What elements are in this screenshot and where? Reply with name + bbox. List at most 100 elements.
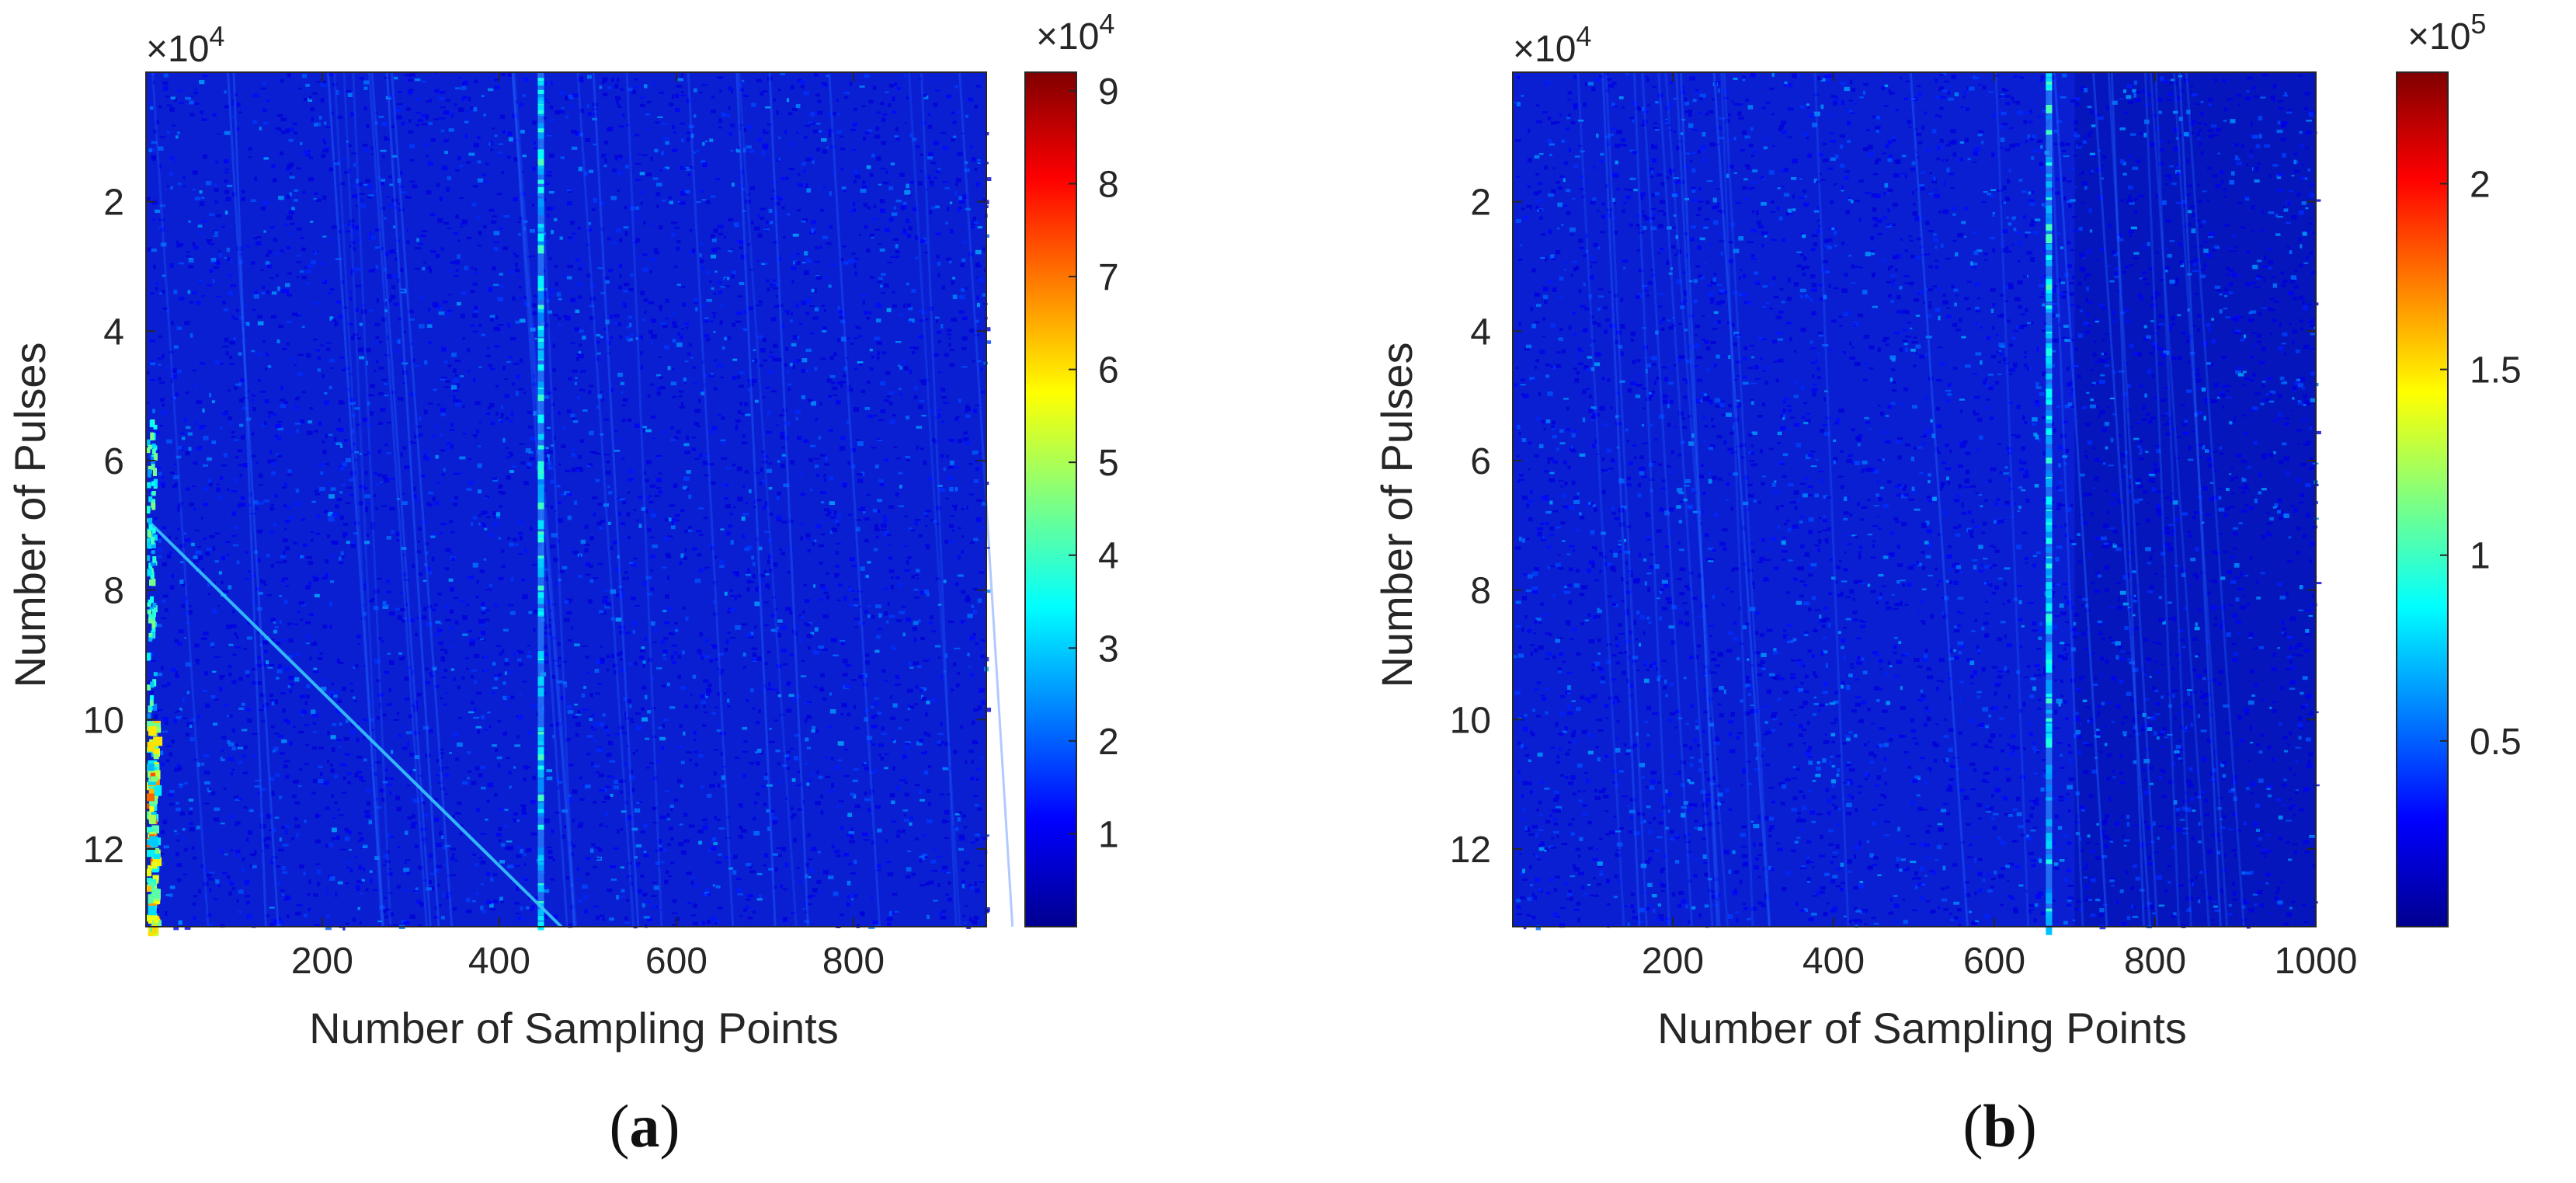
heatmap-cell <box>242 868 245 872</box>
heatmap-cell <box>335 258 342 260</box>
heatmap-cell <box>603 596 608 599</box>
heatmap-cell <box>279 398 285 402</box>
heatmap-cell <box>780 458 787 460</box>
heatmap-cell <box>445 792 448 795</box>
heatmap-cell <box>755 399 759 403</box>
heatmap-cell <box>436 842 442 847</box>
heatmap-cell <box>224 704 228 707</box>
heatmap-cell <box>318 262 325 265</box>
heatmap-cell <box>699 632 704 637</box>
heatmap-cell <box>371 764 374 767</box>
heatmap-cell <box>626 745 630 747</box>
heatmap-cell <box>805 718 808 723</box>
heatmap-cell <box>152 218 155 221</box>
heatmap-cell <box>239 423 244 427</box>
heatmap-cell <box>945 766 951 770</box>
heatmap-cell <box>647 592 652 596</box>
heatmap-cell <box>937 168 941 172</box>
heatmap-cell <box>385 908 391 911</box>
heatmap-cell <box>820 208 824 212</box>
heatmap-cell <box>878 613 882 618</box>
heatmap-cell <box>361 780 367 782</box>
heatmap-cell <box>506 475 511 480</box>
heatmap-cell <box>363 86 368 90</box>
heatmap-cell <box>583 894 588 899</box>
heatmap-cell <box>565 469 571 473</box>
heatmap-cell <box>975 517 982 523</box>
heatmap-cell <box>574 703 578 706</box>
heatmap-cell <box>252 754 256 758</box>
heatmap-cell <box>500 284 504 289</box>
heatmap-cell <box>593 865 597 868</box>
heatmap-cell <box>304 701 308 706</box>
heatmap-cell <box>598 773 605 778</box>
heatmap-cell <box>805 533 811 538</box>
heatmap-cell <box>314 123 318 127</box>
heatmap-cell <box>254 850 257 854</box>
heatmap-cell <box>193 245 199 250</box>
heatmap-cell <box>447 891 452 895</box>
heatmap-cell <box>338 427 344 432</box>
heatmap-cell <box>245 245 250 248</box>
heatmap-cell <box>875 805 881 809</box>
heatmap-cell <box>664 621 669 625</box>
heatmap-cell <box>673 227 680 229</box>
heatmap-cell <box>257 315 263 318</box>
heatmap-cell <box>810 632 815 635</box>
heatmap-cell <box>557 485 561 488</box>
heatmap-cell <box>440 523 447 526</box>
heatmap-cell <box>335 837 340 840</box>
heatmap-cell <box>287 622 292 626</box>
heatmap-cell <box>630 882 634 886</box>
heatmap-cell <box>796 252 800 255</box>
heatmap-cell <box>792 335 798 340</box>
heatmap-cell <box>313 192 318 195</box>
heatmap-cell <box>642 892 648 895</box>
heatmap-cell <box>478 366 482 368</box>
heatmap-cell <box>165 745 172 747</box>
heatmap-cell <box>370 524 375 530</box>
heatmap-cell <box>506 447 509 449</box>
heatmap-cell <box>360 579 364 583</box>
heatmap-cell <box>177 504 182 508</box>
heatmap-cell <box>587 229 592 231</box>
heatmap-cell <box>543 660 549 664</box>
heatmap-cell <box>591 496 598 499</box>
heatmap-cell <box>906 458 910 461</box>
heatmap-cell <box>476 691 482 695</box>
heatmap-cell <box>155 717 158 719</box>
heatmap-cell <box>402 746 408 750</box>
heatmap-cell <box>668 875 673 878</box>
heatmap-cell <box>853 598 859 601</box>
heatmap-cell <box>462 633 468 636</box>
heatmap-cell <box>845 663 852 667</box>
heatmap-cell <box>641 707 645 711</box>
heatmap-cell <box>589 717 593 722</box>
heatmap-cell <box>367 184 373 190</box>
heatmap-cell <box>388 660 395 665</box>
heatmap-cell <box>169 471 175 474</box>
heatmap-cell <box>514 127 519 130</box>
heatmap-cell <box>627 478 631 482</box>
heatmap-cell <box>442 300 448 304</box>
heatmap-cell <box>233 337 236 341</box>
heatmap-cell <box>860 566 865 571</box>
heatmap-cell <box>283 482 287 485</box>
heatmap-cell <box>474 305 478 310</box>
heatmap-cell <box>665 141 669 145</box>
heatmap-cell <box>597 267 603 270</box>
heatmap-cell <box>586 273 592 278</box>
heatmap-cell <box>892 739 896 743</box>
heatmap-cell <box>615 593 619 597</box>
heatmap-cell <box>304 266 308 269</box>
heatmap-cell <box>770 317 777 322</box>
heatmap-cell <box>681 286 686 288</box>
heatmap-cell <box>851 898 853 901</box>
heatmap-cell <box>846 833 853 837</box>
heatmap-cell <box>905 875 911 879</box>
heatmap-cell <box>313 302 320 305</box>
heatmap-cell <box>271 701 275 706</box>
heatmap-cell <box>651 318 656 323</box>
heatmap-cell <box>626 576 629 580</box>
heatmap-cell <box>596 333 601 337</box>
